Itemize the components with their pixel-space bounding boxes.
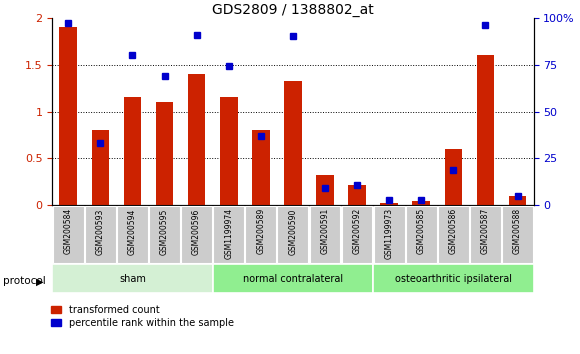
FancyBboxPatch shape (470, 206, 501, 263)
Text: sham: sham (119, 274, 146, 284)
FancyBboxPatch shape (117, 206, 148, 263)
Text: GSM200589: GSM200589 (256, 208, 265, 255)
Text: GSM200595: GSM200595 (160, 208, 169, 255)
FancyBboxPatch shape (53, 206, 84, 263)
Title: GDS2809 / 1388802_at: GDS2809 / 1388802_at (212, 3, 374, 17)
Bar (220, 97, 238, 205)
FancyBboxPatch shape (342, 206, 372, 263)
Bar (316, 175, 334, 205)
Text: GSM200590: GSM200590 (288, 208, 298, 255)
Bar (155, 102, 173, 205)
Text: protocol: protocol (3, 276, 46, 286)
Text: GSM200584: GSM200584 (64, 208, 72, 255)
Text: GSM1199974: GSM1199974 (224, 208, 233, 259)
FancyBboxPatch shape (85, 206, 116, 263)
Bar (92, 130, 109, 205)
FancyBboxPatch shape (213, 206, 244, 263)
Text: GSM200585: GSM200585 (417, 208, 426, 255)
FancyBboxPatch shape (406, 206, 437, 263)
FancyBboxPatch shape (213, 264, 373, 293)
Bar (252, 130, 270, 205)
Text: GSM200586: GSM200586 (449, 208, 458, 255)
Bar (509, 196, 527, 205)
Text: normal contralateral: normal contralateral (243, 274, 343, 284)
Bar (124, 97, 142, 205)
Text: GSM200593: GSM200593 (96, 208, 105, 255)
Text: ▶: ▶ (36, 276, 44, 286)
FancyBboxPatch shape (277, 206, 309, 263)
Bar (59, 27, 77, 205)
Text: GSM200591: GSM200591 (321, 208, 329, 255)
Text: GSM1199973: GSM1199973 (385, 208, 394, 259)
Bar (348, 185, 366, 205)
FancyBboxPatch shape (52, 264, 213, 293)
Text: osteoarthritic ipsilateral: osteoarthritic ipsilateral (395, 274, 512, 284)
FancyBboxPatch shape (149, 206, 180, 263)
FancyBboxPatch shape (310, 206, 340, 263)
Text: GSM200596: GSM200596 (192, 208, 201, 255)
Bar (444, 149, 462, 205)
Bar (477, 55, 494, 205)
Bar (380, 202, 398, 205)
Legend: transformed count, percentile rank within the sample: transformed count, percentile rank withi… (51, 305, 234, 328)
Text: GSM200594: GSM200594 (128, 208, 137, 255)
Text: GSM200587: GSM200587 (481, 208, 490, 255)
Bar (412, 201, 430, 205)
FancyBboxPatch shape (374, 206, 405, 263)
FancyBboxPatch shape (373, 264, 534, 293)
FancyBboxPatch shape (502, 206, 533, 263)
Bar (284, 81, 302, 205)
Bar (188, 74, 205, 205)
FancyBboxPatch shape (438, 206, 469, 263)
FancyBboxPatch shape (245, 206, 276, 263)
FancyBboxPatch shape (181, 206, 212, 263)
Text: GSM200592: GSM200592 (353, 208, 361, 255)
Text: GSM200588: GSM200588 (513, 208, 522, 255)
